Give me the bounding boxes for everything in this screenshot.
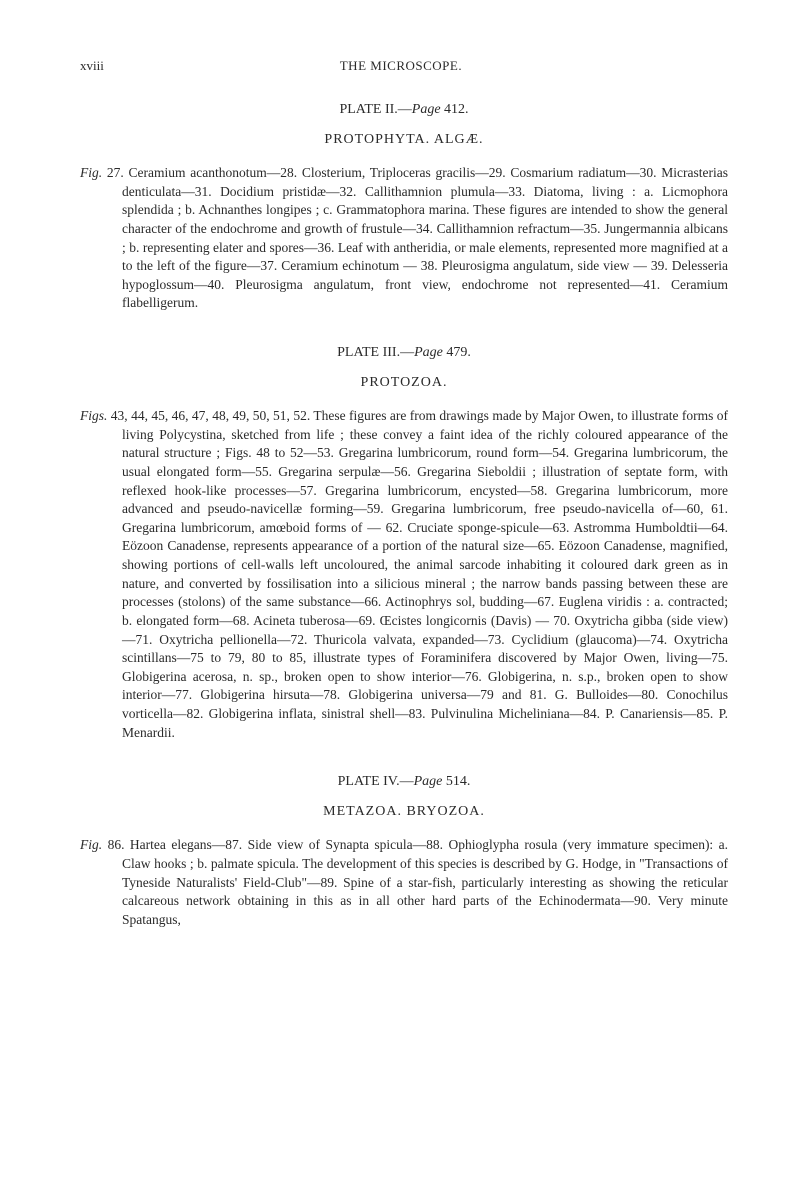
header-spacer bbox=[698, 58, 728, 74]
plate-4-entry: Fig. 86. Hartea elegans—87. Side view of… bbox=[80, 836, 728, 929]
plate-2-title-text: PLATE II.—Page 412. bbox=[339, 102, 468, 117]
fig-label-4: Fig. bbox=[80, 837, 102, 852]
plate-4-text: 86. Hartea elegans—87. Side view of Syna… bbox=[108, 837, 728, 927]
plate-2-text: 27. Ceramium acanthonotum—28. Closterium… bbox=[107, 165, 728, 310]
page-number-roman: xviii bbox=[80, 58, 104, 74]
figs-label: Figs. bbox=[80, 408, 107, 423]
plate-2-section: PROTOPHYTA. ALGÆ. bbox=[80, 132, 728, 148]
plate-4-section: METAZOA. BRYOZOA. bbox=[80, 804, 728, 820]
running-header: xviii THE MICROSCOPE. bbox=[80, 58, 728, 74]
plate-4-title: PLATE IV.—Page 514. bbox=[80, 774, 728, 790]
fig-label: Fig. bbox=[80, 165, 102, 180]
plate-2-block: Fig. 27. Ceramium acanthonotum—28. Clost… bbox=[80, 164, 728, 313]
running-title: THE MICROSCOPE. bbox=[340, 58, 462, 74]
plate-4-block: Fig. 86. Hartea elegans—87. Side view of… bbox=[80, 836, 728, 929]
plate-3-title: PLATE III.—Page 479. bbox=[80, 345, 728, 361]
plate-3-section: PROTOZOA. bbox=[80, 375, 728, 391]
plate-3-title-text: PLATE III.—Page 479. bbox=[337, 345, 471, 360]
plate-3-entry: Figs. 43, 44, 45, 46, 47, 48, 49, 50, 51… bbox=[80, 407, 728, 742]
plate-3-block: Figs. 43, 44, 45, 46, 47, 48, 49, 50, 51… bbox=[80, 407, 728, 742]
plate-2-title: PLATE II.—Page 412. bbox=[80, 102, 728, 118]
plate-3-text: 43, 44, 45, 46, 47, 48, 49, 50, 51, 52. … bbox=[111, 408, 728, 740]
plate-4-title-text: PLATE IV.—Page 514. bbox=[338, 774, 471, 789]
plate-2-entry: Fig. 27. Ceramium acanthonotum—28. Clost… bbox=[80, 164, 728, 313]
